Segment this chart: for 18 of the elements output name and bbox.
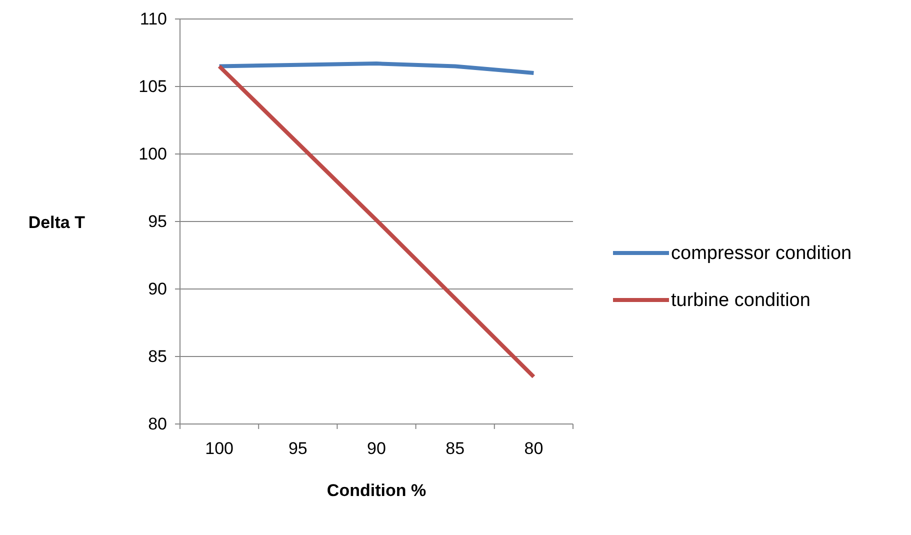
y-tick-label: 90	[148, 279, 167, 298]
x-tick-label: 100	[205, 439, 234, 458]
y-tick-label: 80	[148, 414, 167, 434]
y-tick-label: 95	[148, 212, 167, 231]
y-tick-label: 105	[138, 76, 167, 96]
legend-label: compressor condition	[671, 243, 852, 264]
y-tick-label: 100	[138, 144, 167, 164]
legend-label: turbine condition	[671, 290, 810, 311]
line-series	[217, 64, 536, 379]
y-tick-label: 85	[148, 346, 167, 366]
x-tick-label: 95	[288, 439, 308, 458]
y-axis-title: Delta T	[28, 213, 86, 232]
line-series	[217, 62, 536, 75]
y-tick-label: 110	[140, 9, 167, 28]
x-tick-label: 90	[367, 439, 386, 458]
x-tick-label: 80	[524, 439, 544, 458]
x-tick-label: 85	[446, 439, 465, 458]
x-axis-title: Condition %	[326, 481, 426, 500]
